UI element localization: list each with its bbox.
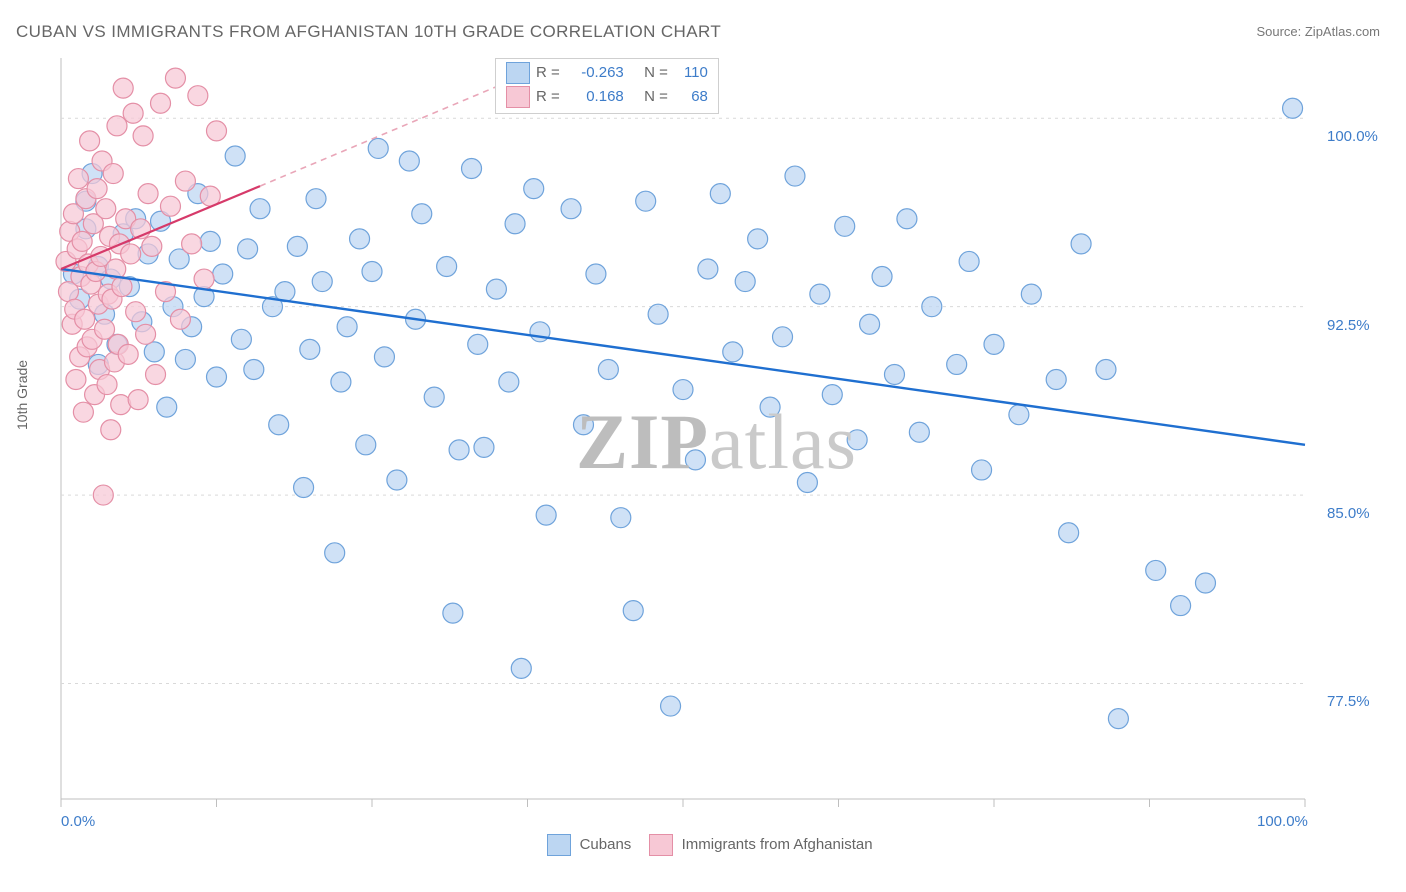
legend-swatch <box>649 834 673 856</box>
legend-R-label: R = <box>536 85 560 109</box>
legend-stats-row: R = -0.263 N = 110 <box>506 61 708 85</box>
y-axis-label: 10th Grade <box>14 360 30 430</box>
legend-R-value: -0.263 <box>566 61 624 85</box>
source-label: Source: ZipAtlas.com <box>1256 24 1380 39</box>
legend-series-label: Immigrants from Afghanistan <box>682 836 873 853</box>
legend-stats: R = -0.263 N = 110 R = 0.168 N = 68 <box>495 58 719 114</box>
legend-swatch <box>506 62 530 84</box>
y-tick-label: 92.5% <box>1327 317 1370 334</box>
legend-swatch <box>547 834 571 856</box>
legend-N-label: N = <box>644 61 668 85</box>
legend-N-value: 68 <box>674 85 708 109</box>
legend-stats-row: R = 0.168 N = 68 <box>506 85 708 109</box>
chart-title: CUBAN VS IMMIGRANTS FROM AFGHANISTAN 10T… <box>16 22 721 42</box>
legend-N-value: 110 <box>674 61 708 85</box>
plot-container: ZIPatlas <box>55 54 1378 829</box>
legend-series: Cubans Immigrants from Afghanistan <box>0 834 1406 856</box>
y-tick-label: 85.0% <box>1327 505 1370 522</box>
scatter-plot <box>55 54 1378 829</box>
x-tick-label: 0.0% <box>61 813 95 830</box>
y-tick-label: 77.5% <box>1327 693 1370 710</box>
legend-series-label: Cubans <box>580 836 632 853</box>
x-tick-label: 100.0% <box>1257 813 1308 830</box>
legend-R-label: R = <box>536 61 560 85</box>
legend-R-value: 0.168 <box>566 85 624 109</box>
legend-swatch <box>506 86 530 108</box>
legend-N-label: N = <box>644 85 668 109</box>
y-tick-label: 100.0% <box>1327 128 1378 145</box>
